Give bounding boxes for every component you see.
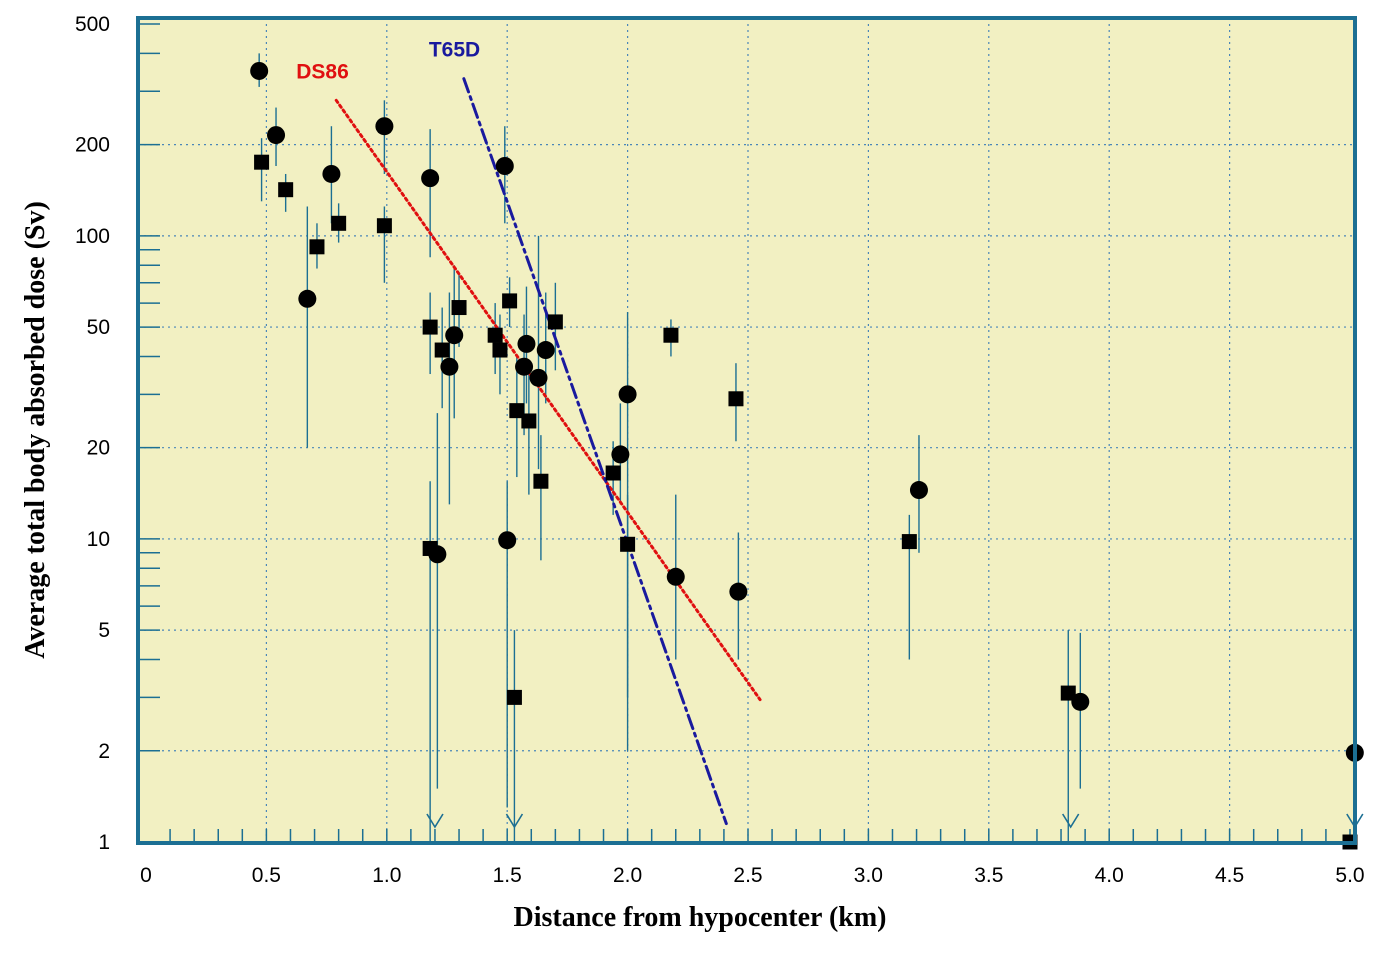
y-tick-label: 2 [98, 740, 110, 763]
data-point-circle [611, 445, 630, 464]
grid-lines [138, 18, 1355, 843]
data-point-circle [666, 567, 685, 586]
x-tick-label: 5.0 [1335, 864, 1364, 887]
data-point-circle [298, 289, 317, 308]
x-axis-label: Distance from hypocenter (km) [513, 902, 886, 933]
data-point-circle [375, 117, 394, 136]
y-tick-label: 500 [75, 13, 110, 36]
data-point-circle [440, 357, 459, 376]
x-tick-label: 2.0 [613, 864, 642, 887]
data-point-square [331, 215, 347, 231]
x-tick-label: 0 [140, 864, 152, 887]
y-axis-label: Average total body absorbed dose (Sv) [20, 201, 51, 659]
y-tick-label: 10 [87, 528, 110, 551]
data-point-square [278, 182, 294, 198]
data-point-circle [1071, 692, 1090, 711]
data-point-square [547, 314, 563, 330]
y-tick-label: 20 [87, 437, 110, 460]
x-tick-label: 3.0 [854, 864, 883, 887]
model-lines [334, 77, 762, 826]
data-point-square [533, 473, 549, 489]
data-point-circle [536, 341, 555, 360]
data-point-square [728, 391, 744, 407]
data-point-circle [517, 334, 536, 353]
plot-area [138, 18, 1355, 843]
data-point-circle [529, 368, 548, 387]
x-tick-label: 2.5 [733, 864, 762, 887]
data-point-circle [909, 481, 928, 500]
data-point-square [487, 327, 503, 343]
y-tick-label: 5 [98, 619, 110, 642]
data-point-square [509, 403, 525, 419]
model-line-t65d [462, 77, 728, 826]
x-tick-label: 4.5 [1215, 864, 1244, 887]
x-tick-label: 0.5 [252, 864, 281, 887]
data-point-circle [515, 357, 534, 376]
data-point-circle [729, 582, 748, 601]
data-point-square [422, 319, 438, 335]
data-point-circle [250, 61, 269, 80]
data-point-square [422, 540, 438, 556]
data-point-square [451, 300, 467, 316]
data-point-square [901, 534, 917, 550]
model-line-ds86 [334, 98, 762, 702]
data-point-square [663, 327, 679, 343]
plot-frame [136, 16, 1357, 845]
data-point-square [309, 239, 325, 255]
data-point-circle [322, 164, 341, 183]
data-point-circle [618, 385, 637, 404]
model-line-labels: DS86 T65D [296, 39, 480, 84]
x-tick-label: 3.5 [974, 864, 1003, 887]
data-point-circle [267, 126, 286, 145]
data-point-square [521, 413, 537, 429]
y-tick-label: 50 [87, 316, 110, 339]
data-point-square [506, 689, 522, 705]
y-tick-label: 1 [98, 831, 110, 854]
model-line-label: DS86 [296, 60, 349, 83]
model-line-label: T65D [429, 39, 480, 62]
data-point-square [376, 218, 392, 234]
x-tick-label: 4.0 [1095, 864, 1124, 887]
data-point-square [605, 465, 621, 481]
y-tick-labels: 1 2 5 10 20 50 100 200 500 [75, 13, 110, 854]
data-point-square [434, 342, 450, 358]
y-tick-label: 200 [75, 134, 110, 157]
data-point-square [492, 342, 508, 358]
y-tick-label: 100 [75, 225, 110, 248]
data-point-circle [421, 169, 440, 188]
lower-bound-arrow [426, 813, 444, 829]
data-markers [250, 61, 1364, 850]
data-point-circle [498, 531, 517, 550]
axis-ticks [138, 23, 1351, 843]
lower-bound-arrow [1061, 813, 1080, 829]
x-tick-label: 1.5 [493, 864, 522, 887]
data-point-circle [445, 326, 464, 345]
data-point-square [1060, 685, 1076, 701]
x-tick-labels: 0 0.5 1.0 1.5 2.0 2.5 3.0 3.5 4.0 4.5 5.0 [140, 864, 1364, 887]
data-point-square [254, 154, 270, 170]
lower-bound-arrow [505, 813, 524, 829]
x-tick-label: 1.0 [372, 864, 401, 887]
data-point-square [620, 536, 636, 552]
data-point-circle [495, 156, 514, 175]
data-point-square [502, 293, 518, 309]
